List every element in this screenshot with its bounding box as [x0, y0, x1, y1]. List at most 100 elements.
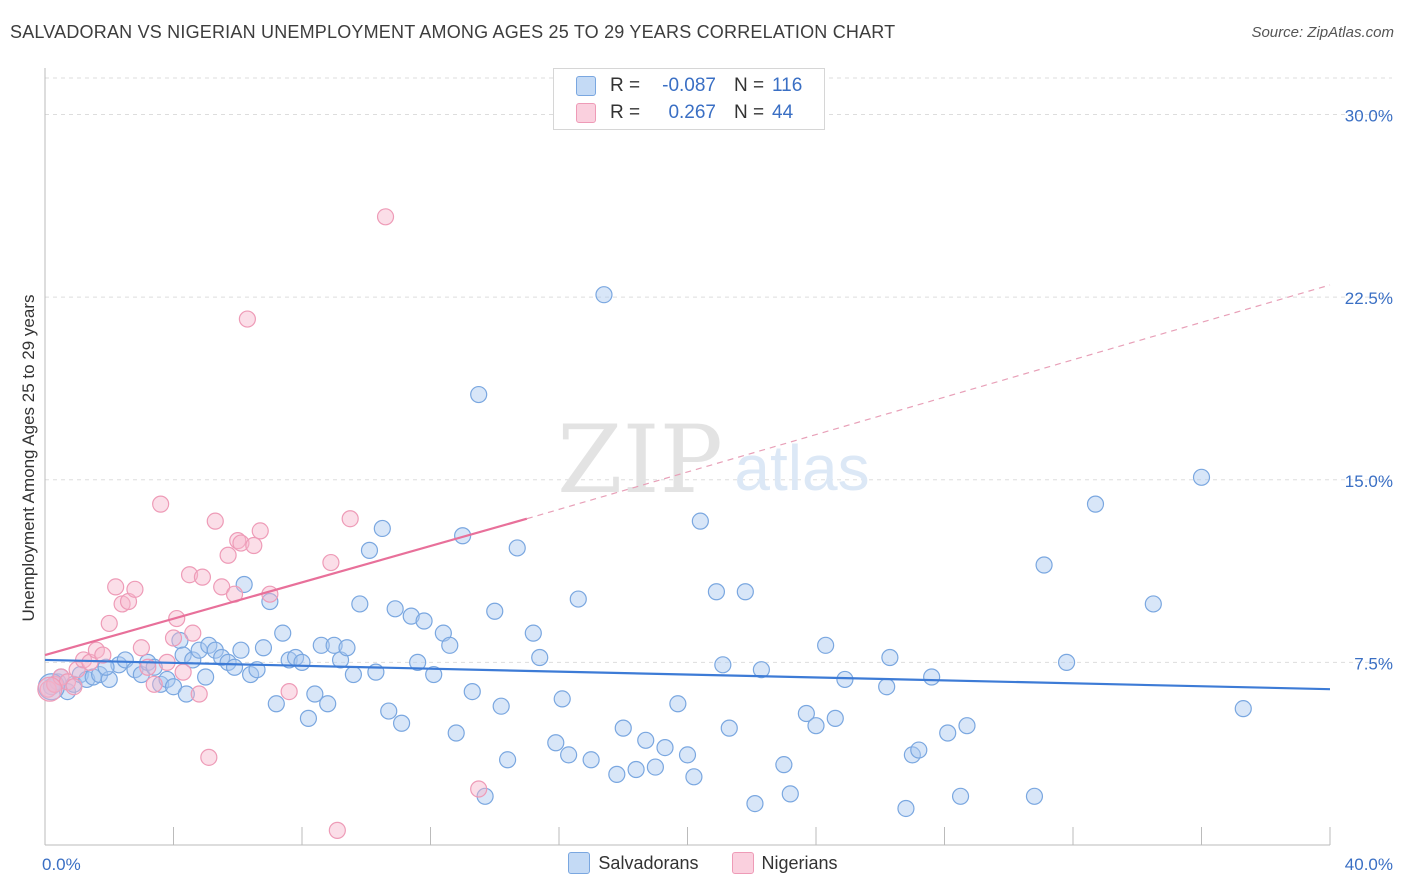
- data-point: [569, 590, 587, 608]
- data-point: [184, 624, 202, 642]
- data-point: [180, 566, 199, 584]
- data-point: [261, 592, 279, 611]
- data-point: [206, 512, 224, 530]
- legend-item-salvadorans[interactable]: Salvadorans: [568, 852, 699, 874]
- y-axis-label: Unemployment Among Ages 25 to 29 years: [19, 295, 38, 622]
- r-value: 0.267: [668, 102, 716, 123]
- data-point: [145, 675, 163, 693]
- data-point: [132, 639, 150, 657]
- data-point: [152, 495, 170, 513]
- data-point: [322, 553, 340, 572]
- data-point: [746, 795, 764, 813]
- data-point: [274, 624, 292, 642]
- data-point: [245, 536, 263, 555]
- data-point: [306, 685, 324, 703]
- data-point: [328, 821, 346, 839]
- data-point: [878, 678, 896, 696]
- data-point: [200, 748, 218, 766]
- stats-swatch-salvadorans: [576, 76, 596, 96]
- y-tick-label: 7.5%: [1354, 654, 1393, 673]
- data-point: [807, 717, 825, 735]
- trend-line-nigerians: [44, 517, 528, 657]
- stats-swatch-nigerians: [576, 103, 596, 123]
- data-point: [627, 760, 645, 779]
- legend-item-nigerians[interactable]: Nigerians: [731, 852, 838, 874]
- stats-box: R = -0.087 N = 116 R = 0.267 N = 44: [553, 68, 825, 130]
- legend-label-nigerians: Nigerians: [761, 852, 838, 873]
- data-point-cluster: [37, 676, 63, 702]
- data-point: [107, 578, 125, 596]
- data-point: [392, 714, 411, 732]
- data-point: [126, 580, 144, 598]
- data-point: [232, 534, 250, 552]
- data-point: [547, 734, 565, 752]
- data-point: [267, 695, 285, 713]
- data-point: [499, 751, 517, 769]
- watermark-zip: ZIP: [557, 406, 723, 515]
- data-point: [595, 286, 613, 304]
- data-point: [164, 678, 183, 696]
- r-label: R =: [610, 102, 641, 123]
- data-point: [219, 546, 237, 564]
- data-point: [164, 629, 183, 647]
- data-point: [1035, 556, 1053, 574]
- r-label: R =: [610, 75, 641, 96]
- data-point: [685, 768, 703, 786]
- stats-row-nigerians: R = 0.267 N = 44: [576, 100, 793, 126]
- data-point: [1144, 595, 1162, 613]
- data-point: [486, 602, 504, 620]
- data-point: [923, 668, 941, 686]
- trend-lines: [44, 284, 1331, 691]
- watermark-atlas: atlas: [734, 432, 869, 504]
- data-point: [425, 665, 443, 684]
- trend-line-extension: [526, 284, 1331, 520]
- data-point: [881, 648, 899, 667]
- data-point: [232, 641, 250, 659]
- data-point: [312, 636, 330, 654]
- watermark: ZIP atlas: [557, 406, 869, 515]
- data-point: [190, 685, 208, 703]
- data-point: [678, 746, 697, 764]
- legend-swatch-nigerians: [731, 852, 754, 874]
- n-label: N =: [734, 75, 765, 96]
- data-point: [656, 739, 674, 757]
- data-point: [177, 685, 195, 703]
- data-point: [447, 724, 465, 742]
- data-point: [409, 653, 427, 671]
- data-point: [100, 614, 118, 633]
- legend-swatch-salvadorans: [568, 852, 591, 874]
- data-point: [897, 799, 915, 818]
- y-tick-label: 15.0%: [1345, 472, 1393, 491]
- data-point: [325, 636, 343, 654]
- data-point: [958, 717, 976, 735]
- n-value: 116: [772, 75, 803, 96]
- data-point: [441, 636, 459, 654]
- tick-labels: 7.5% 15.0% 22.5% 30.0% 0.0% 40.0%: [42, 107, 1393, 874]
- data-point: [826, 709, 844, 727]
- data-point: [319, 695, 337, 713]
- n-label: N =: [734, 102, 765, 123]
- data-point: [736, 583, 754, 601]
- data-point: [415, 612, 433, 630]
- data-point: [470, 780, 488, 798]
- data-point: [402, 607, 420, 625]
- data-point: [229, 532, 247, 550]
- data-point: [254, 639, 273, 657]
- grid-lines: [45, 77, 1392, 663]
- data-point: [691, 512, 709, 530]
- data-point: [1057, 653, 1076, 671]
- data-point: [797, 704, 815, 723]
- data-point: [174, 663, 192, 681]
- data-point: [65, 678, 83, 696]
- data-point: [560, 746, 578, 764]
- data-point: [669, 695, 687, 713]
- legend-label-salvadorans: Salvadorans: [598, 852, 699, 873]
- data-point: [261, 585, 279, 603]
- data-point: [470, 385, 488, 404]
- data-point: [193, 568, 212, 586]
- data-point: [1192, 468, 1211, 486]
- data-point: [386, 600, 404, 618]
- y-tick-label: 30.0%: [1345, 107, 1393, 126]
- data-point: [637, 731, 655, 749]
